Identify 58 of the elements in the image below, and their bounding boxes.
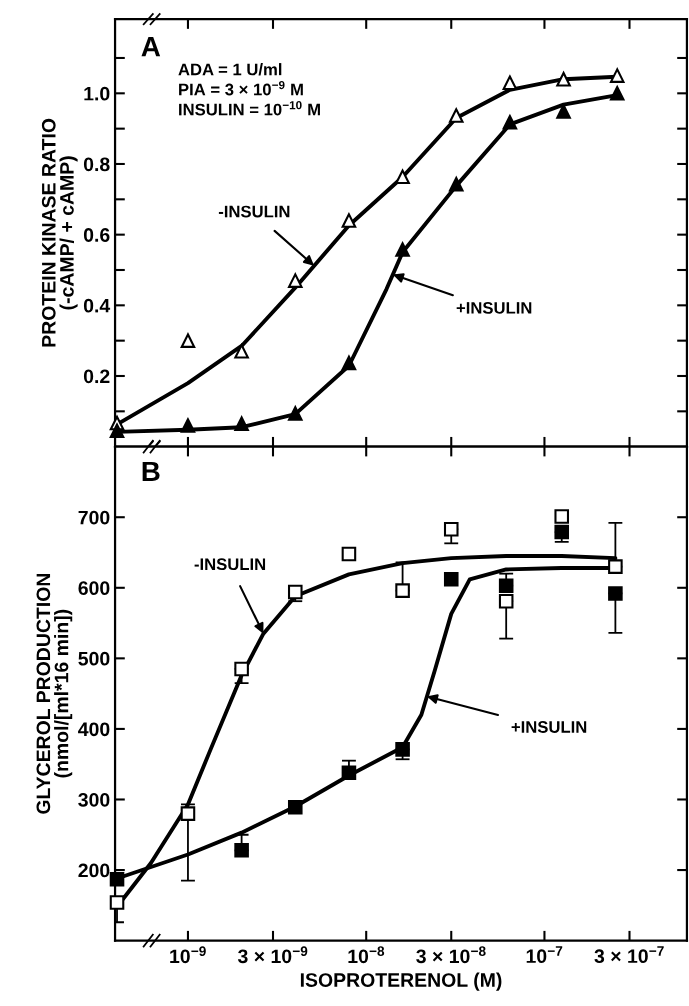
y-axis-title: GLYCEROL PRODUCTION (nmol/[ml*16 min]) bbox=[36, 573, 73, 814]
y-tick-label: 0.6 bbox=[83, 228, 110, 242]
y-tick-label: 0.4 bbox=[83, 298, 111, 313]
y-tick-label: 0.2 bbox=[83, 369, 110, 384]
y-tick-label: 400 bbox=[78, 722, 110, 737]
point bbox=[395, 742, 410, 757]
point bbox=[287, 273, 303, 288]
x-tick-label: 10$^{−8}$ bbox=[348, 946, 385, 964]
y-tick-label: 600 bbox=[78, 581, 110, 596]
x-tick-label: 3 × 10$^{−7}$ bbox=[594, 946, 664, 964]
y-tick-label: 500 bbox=[78, 651, 110, 666]
point bbox=[554, 509, 570, 524]
point bbox=[341, 765, 357, 780]
point bbox=[180, 806, 196, 821]
x-axis-title: ISOPROTERENOL (M) bbox=[300, 972, 502, 991]
point bbox=[180, 333, 196, 348]
point bbox=[609, 68, 625, 83]
x-tick-label: 10$^{−9}$ bbox=[170, 946, 206, 964]
point bbox=[502, 115, 518, 130]
y-tick-label: 300 bbox=[78, 792, 110, 807]
point bbox=[448, 176, 464, 192]
y-tick-label: 0.8 bbox=[83, 157, 110, 172]
annotation: A bbox=[141, 37, 161, 57]
point bbox=[234, 843, 249, 858]
point bbox=[341, 546, 357, 562]
annotation: +INSULIN bbox=[511, 721, 587, 733]
point bbox=[556, 104, 571, 119]
point bbox=[608, 559, 623, 574]
point bbox=[287, 799, 303, 815]
annotation: PIA = 3 × 10$^{−9}$ M bbox=[179, 80, 303, 96]
annotation: INSULIN = 10$^{−10}$ M bbox=[179, 101, 320, 116]
point bbox=[341, 213, 357, 228]
point bbox=[554, 524, 570, 540]
y-tick-label: 700 bbox=[78, 510, 110, 525]
point bbox=[234, 661, 249, 677]
annotation: -INSULIN bbox=[218, 205, 290, 218]
y-axis-title: PROTEIN KINASE RATIO (-cAMP/ + cAMP) bbox=[41, 118, 78, 347]
y-tick-label: 1.0 bbox=[84, 86, 110, 101]
annotation: ADA = 1 U/ml bbox=[178, 63, 282, 76]
annotation: +INSULIN bbox=[456, 301, 532, 314]
x-tick-label: 3 × 10$^{−9}$ bbox=[237, 946, 308, 964]
point bbox=[608, 586, 623, 601]
annotation: B bbox=[142, 461, 160, 482]
annotation: -INSULIN bbox=[194, 558, 266, 571]
point bbox=[234, 416, 249, 431]
point bbox=[448, 108, 464, 123]
point bbox=[556, 71, 571, 87]
point bbox=[341, 355, 357, 371]
x-tick-label: 3 × 10$^{−8}$ bbox=[416, 946, 486, 964]
point bbox=[609, 86, 625, 101]
point bbox=[395, 169, 410, 184]
point bbox=[287, 584, 303, 600]
point bbox=[287, 406, 303, 421]
point bbox=[395, 583, 410, 598]
y-tick-label: 200 bbox=[78, 863, 110, 878]
point bbox=[180, 418, 196, 433]
x-tick-label: 10$^{−7}$ bbox=[526, 946, 563, 964]
point bbox=[395, 242, 410, 257]
